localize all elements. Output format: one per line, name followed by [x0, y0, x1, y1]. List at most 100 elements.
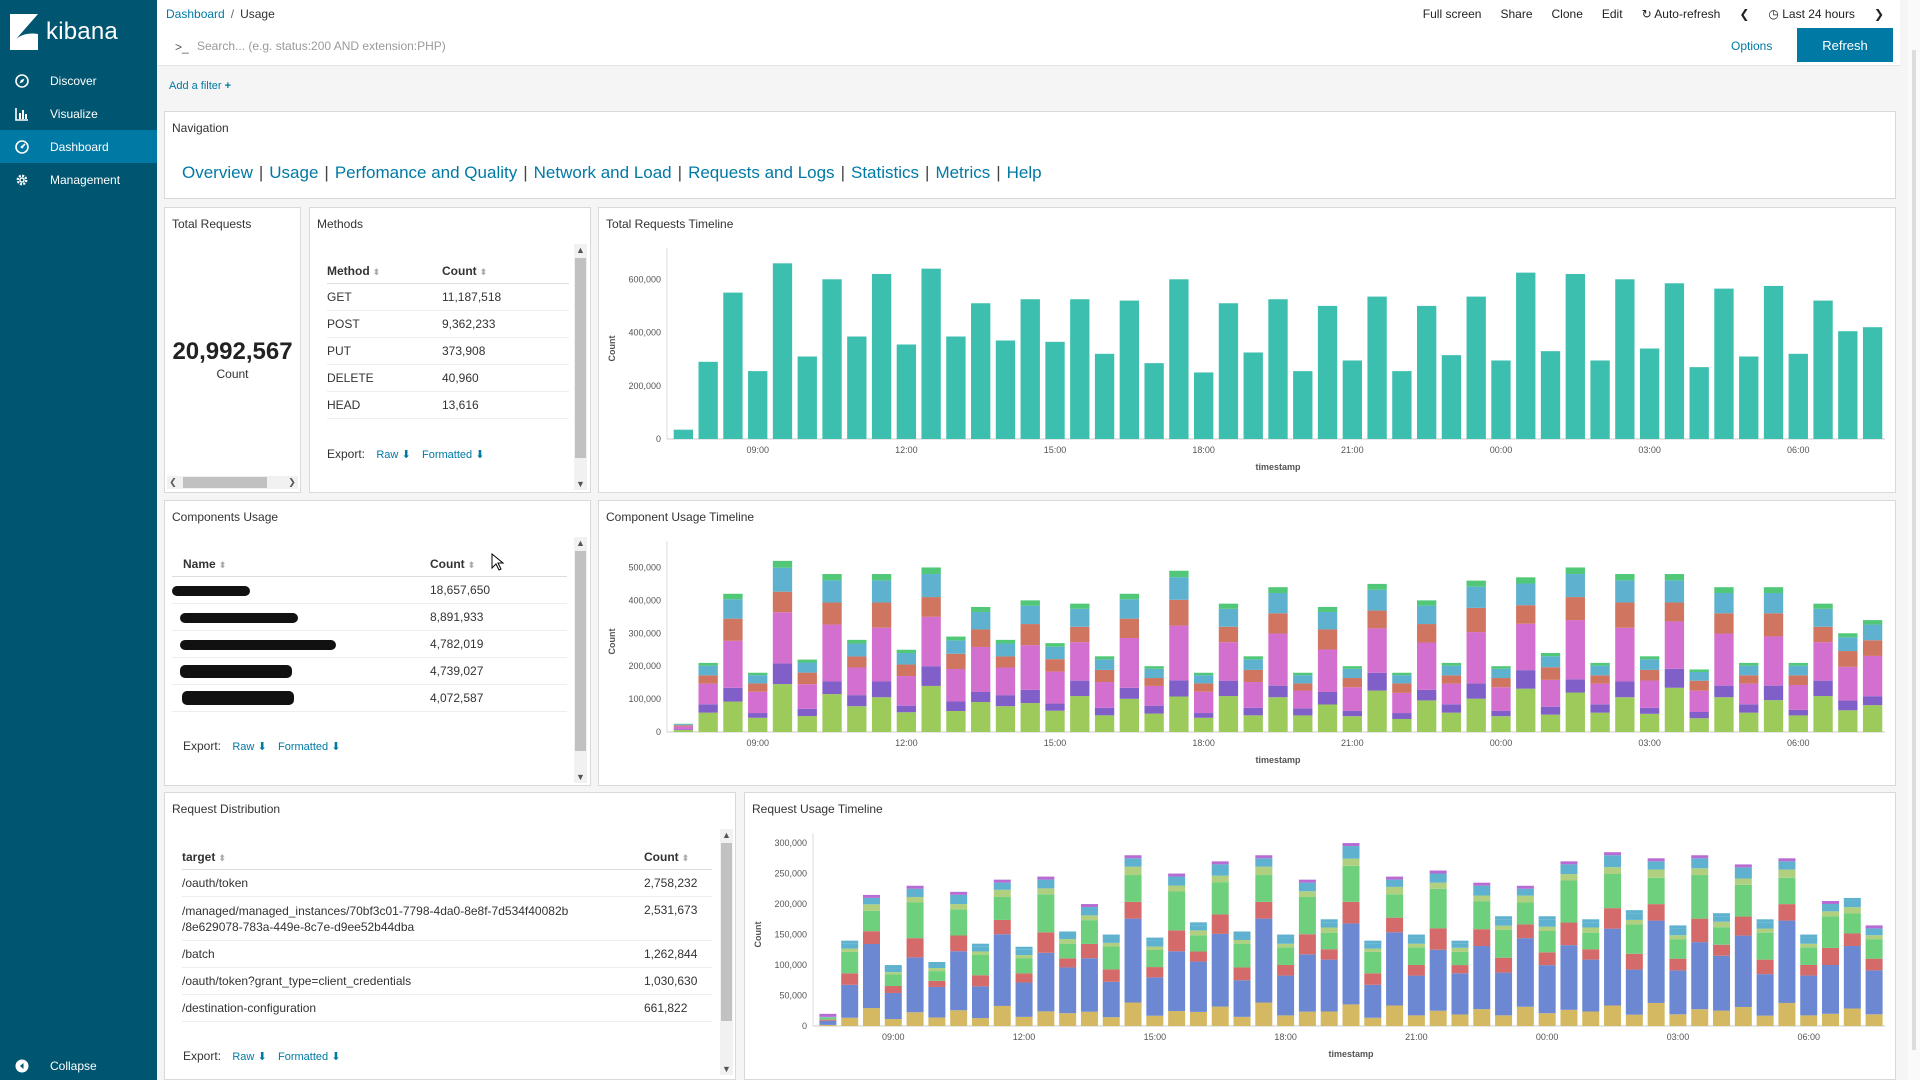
stacked-bar[interactable]	[1466, 580, 1486, 732]
bar-segment[interactable]	[971, 951, 989, 955]
bar-segment[interactable]	[1647, 858, 1665, 862]
bar-segment[interactable]	[971, 946, 989, 952]
bar-segment[interactable]	[1211, 864, 1229, 876]
bar-segment[interactable]	[896, 705, 917, 713]
bar-segment[interactable]	[946, 640, 966, 654]
bar-segment[interactable]	[1540, 706, 1561, 715]
bar-segment[interactable]	[1713, 927, 1731, 945]
bar-segment[interactable]	[1233, 939, 1251, 944]
bar-segment[interactable]	[906, 957, 924, 1013]
bar-segment[interactable]	[1233, 980, 1251, 1017]
bar-segment[interactable]	[1739, 683, 1759, 705]
bar-segment[interactable]	[1364, 984, 1382, 1018]
bar-segment[interactable]	[1416, 642, 1437, 690]
bar-segment[interactable]	[1119, 599, 1140, 619]
bar-segment[interactable]	[1320, 959, 1338, 1012]
bar-segment[interactable]	[1268, 633, 1288, 686]
bar-segment[interactable]	[928, 968, 946, 972]
bar-segment[interactable]	[1466, 632, 1486, 684]
bar-segment[interactable]	[950, 904, 968, 910]
bar-segment[interactable]	[1778, 877, 1796, 905]
bar-segment[interactable]	[1516, 885, 1534, 889]
bar-segment[interactable]	[1080, 1011, 1098, 1026]
stacked-bar[interactable]	[1838, 633, 1858, 732]
bar-segment[interactable]	[1843, 913, 1861, 934]
bar-segment[interactable]	[1865, 928, 1883, 936]
bar-segment[interactable]	[1813, 626, 1833, 643]
export-raw-link[interactable]: Raw ⬇	[376, 449, 410, 461]
bar-segment[interactable]	[1429, 928, 1447, 950]
bar-segment[interactable]	[847, 656, 867, 668]
bar-segment[interactable]	[1119, 618, 1140, 639]
bar-segment[interactable]	[748, 717, 768, 732]
bar-segment[interactable]	[1615, 574, 1635, 581]
stacked-bar[interactable]	[1037, 876, 1055, 1026]
stacked-bar[interactable]	[1647, 858, 1665, 1026]
bar-segment[interactable]	[1317, 611, 1338, 630]
stacked-bar[interactable]	[1604, 852, 1622, 1026]
stacked-bar[interactable]	[1739, 662, 1759, 732]
bar-segment[interactable]	[1590, 704, 1610, 713]
bar-segment[interactable]	[1169, 680, 1189, 697]
bar-segment[interactable]	[1367, 610, 1387, 629]
scrollbar-thumb[interactable]	[575, 551, 586, 751]
bar-segment[interactable]	[1582, 927, 1600, 933]
bar-segment[interactable]	[1669, 935, 1687, 940]
scroll-down-icon[interactable]: ▼	[722, 1064, 731, 1074]
bar-segment[interactable]	[1429, 870, 1447, 874]
bar-segment[interactable]	[772, 663, 793, 685]
bar-segment[interactable]	[748, 683, 768, 692]
full-screen-button[interactable]: Full screen	[1422, 7, 1482, 21]
export-formatted-link[interactable]: Formatted ⬇	[278, 741, 340, 753]
bar-segment[interactable]	[1560, 864, 1578, 875]
bar-segment[interactable]	[1045, 646, 1065, 660]
bar-segment[interactable]	[1451, 940, 1469, 944]
bar-segment[interactable]	[1429, 949, 1447, 1011]
bar-segment[interactable]	[1059, 967, 1077, 1014]
bar-segment[interactable]	[847, 695, 867, 707]
bar-segment[interactable]	[1582, 922, 1600, 928]
bar-segment[interactable]	[1540, 667, 1561, 680]
bar-segment[interactable]	[1647, 904, 1665, 921]
bar-segment[interactable]	[1538, 926, 1556, 931]
bar-segment[interactable]	[1843, 907, 1861, 914]
bar-segment[interactable]	[1342, 843, 1360, 847]
bar[interactable]	[921, 268, 941, 439]
bar-segment[interactable]	[1473, 895, 1491, 902]
bar-segment[interactable]	[822, 602, 842, 625]
stacked-bar[interactable]	[1756, 919, 1774, 1026]
bar-segment[interactable]	[698, 704, 718, 713]
bar-segment[interactable]	[1838, 710, 1858, 732]
bar-segment[interactable]	[1495, 972, 1513, 1016]
bar-segment[interactable]	[971, 646, 991, 692]
stacked-bar[interactable]	[1495, 916, 1513, 1026]
bar-segment[interactable]	[928, 971, 946, 981]
bar-segment[interactable]	[1119, 638, 1140, 688]
stacked-bar[interactable]	[1243, 656, 1263, 732]
bar-segment[interactable]	[995, 706, 1016, 732]
bar-segment[interactable]	[1669, 939, 1687, 959]
stacked-bar[interactable]	[1734, 864, 1752, 1026]
bar-segment[interactable]	[1714, 613, 1734, 634]
bar-segment[interactable]	[1441, 704, 1462, 713]
bar-segment[interactable]	[1822, 911, 1840, 917]
bar-segment[interactable]	[1317, 691, 1338, 705]
stacked-bar[interactable]	[1268, 587, 1288, 732]
bar-segment[interactable]	[1255, 918, 1273, 1003]
bar-segment[interactable]	[1713, 913, 1731, 917]
bar-segment[interactable]	[1144, 713, 1164, 732]
stacked-bar[interactable]	[1146, 937, 1164, 1026]
bar-segment[interactable]	[1320, 927, 1338, 933]
bar-segment[interactable]	[971, 629, 991, 647]
bar-segment[interactable]	[1342, 678, 1362, 688]
bar-segment[interactable]	[1342, 716, 1362, 732]
bar-segment[interactable]	[993, 882, 1011, 890]
bar[interactable]	[723, 292, 743, 439]
bar-segment[interactable]	[871, 580, 892, 603]
bar-segment[interactable]	[1441, 665, 1462, 676]
bar-segment[interactable]	[1429, 888, 1447, 929]
stacked-bar[interactable]	[921, 567, 941, 732]
bar-segment[interactable]	[995, 695, 1016, 707]
bar-segment[interactable]	[1059, 934, 1077, 940]
nav-link-usage[interactable]: Usage	[269, 163, 319, 182]
